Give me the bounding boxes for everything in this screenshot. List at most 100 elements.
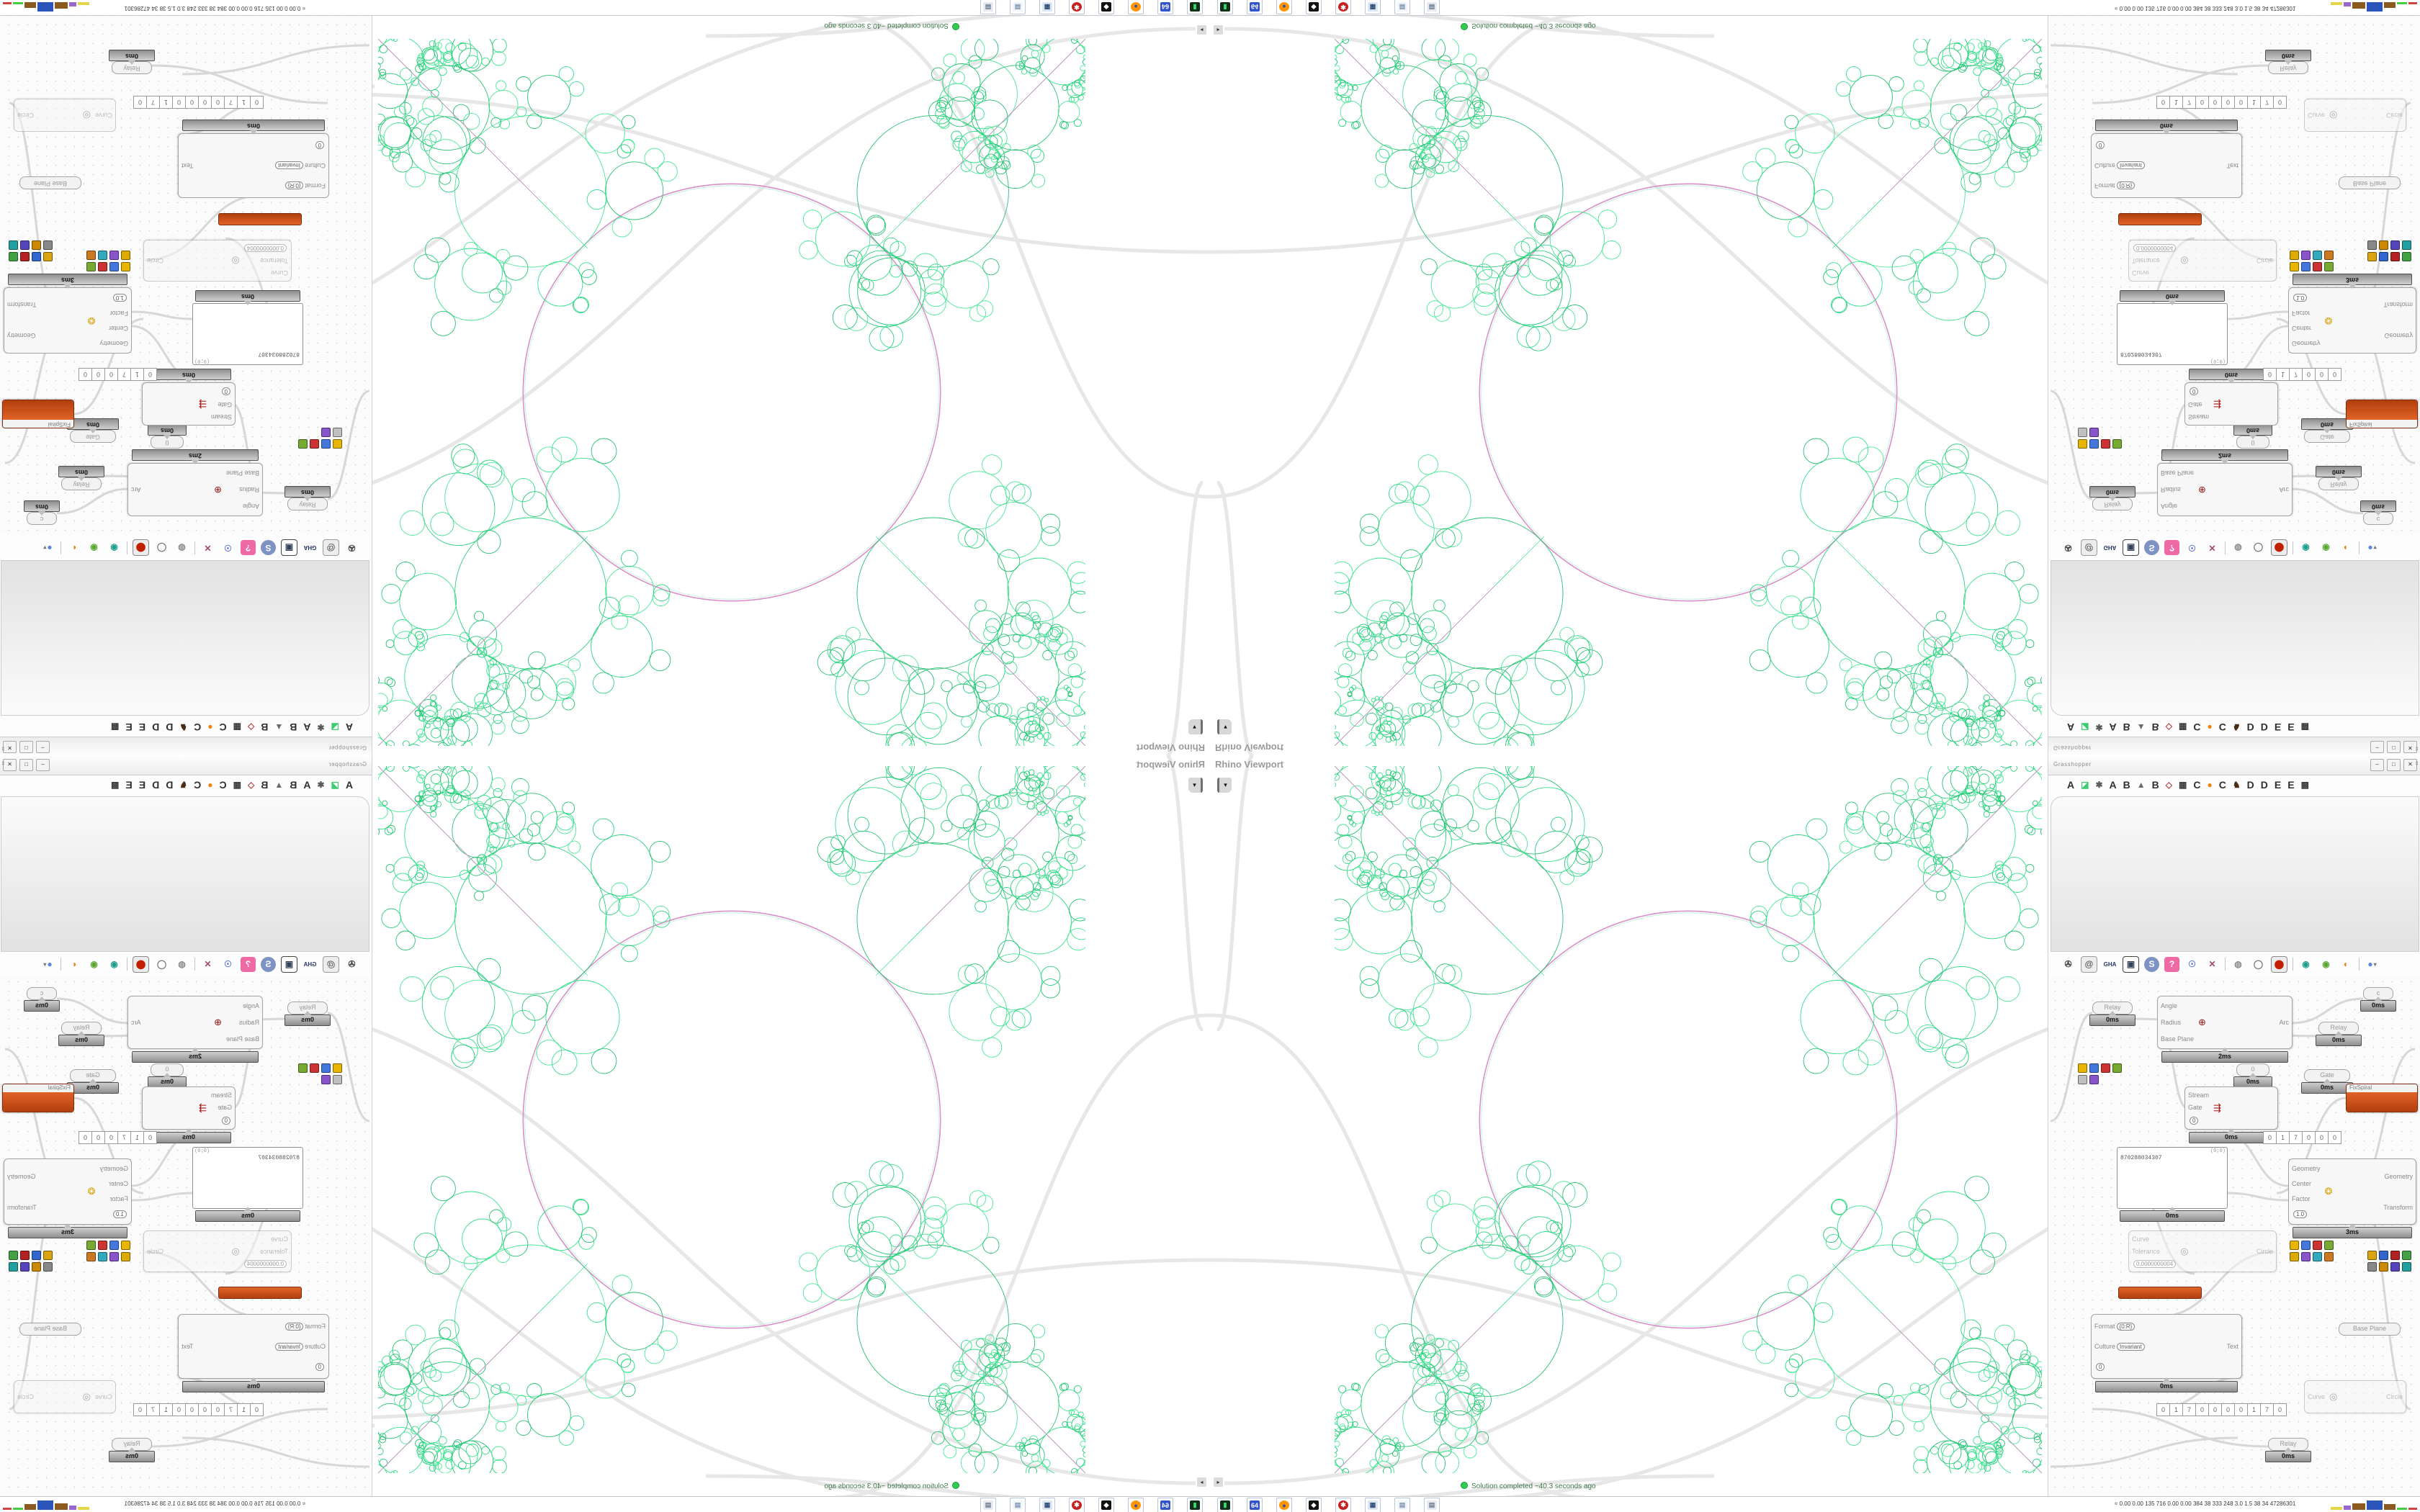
checker-icon[interactable]: ▩ bbox=[2300, 779, 2309, 790]
grid-icon[interactable]: ▦ bbox=[2179, 722, 2187, 733]
mini-component-icon[interactable] bbox=[32, 1251, 41, 1260]
rhino-viewport[interactable]: Rhino Viewport ▾ ▸ Solution completed ~4… bbox=[372, 16, 1210, 756]
component-tab-e-15[interactable]: E bbox=[2274, 778, 2282, 791]
output-param[interactable]: Arc bbox=[2279, 486, 2290, 493]
value-chip[interactable]: 0.0000000004 bbox=[2133, 1259, 2177, 1268]
mini-component-icon[interactable] bbox=[20, 1251, 30, 1260]
input-param[interactable]: Curve bbox=[94, 112, 112, 119]
mini-component-icon[interactable] bbox=[121, 1252, 130, 1261]
input-param[interactable]: Curve bbox=[2132, 269, 2150, 277]
viewport-corner-icon[interactable]: ▸ bbox=[1197, 1477, 1206, 1487]
red-gear-app-icon[interactable]: ✱ bbox=[1069, 0, 1085, 14]
component-node[interactable]: Geometry Center Factor 1.0 ❂ Geometry Transfor… bbox=[2288, 287, 2416, 354]
error-node[interactable]: FixSpiral bbox=[2, 1084, 74, 1112]
input-param[interactable]: Angle bbox=[242, 1002, 259, 1010]
bird-icon[interactable]: ♞ bbox=[2232, 722, 2241, 733]
value-chip[interactable]: 1.0 bbox=[2293, 1210, 2308, 1219]
component-tab-a-0[interactable]: A bbox=[2067, 778, 2075, 791]
input-param[interactable]: Base Plane bbox=[225, 1035, 259, 1043]
output-param[interactable]: Geometry bbox=[7, 1172, 36, 1180]
component-node[interactable]: Format{0:R} CultureInvariant 0 Text bbox=[178, 1314, 329, 1379]
output-param[interactable]: Circle bbox=[2385, 112, 2403, 119]
terminal-app-icon[interactable]: ▮ bbox=[1187, 1498, 1203, 1512]
mini-component-icon[interactable] bbox=[2290, 251, 2299, 260]
green-note-icon[interactable]: ◪ bbox=[331, 779, 339, 790]
bulb-icon[interactable]: ☉ bbox=[2188, 543, 2196, 553]
value-chip[interactable]: {0:R} bbox=[2116, 181, 2136, 190]
preview-off-icon[interactable]: ◍ bbox=[2234, 959, 2242, 969]
component-node[interactable]: Stream Gate 0 ⇶ bbox=[142, 1086, 236, 1130]
viewport-collapse-icon[interactable]: ▾ bbox=[1217, 778, 1232, 793]
input-param[interactable]: Tolerance bbox=[259, 1247, 288, 1255]
grid-icon[interactable]: ▦ bbox=[2179, 779, 2187, 790]
component-node[interactable]: Angle Radius Base Plane ⊕ Arc bbox=[2157, 463, 2293, 516]
input-param[interactable]: Stream bbox=[2188, 1091, 2210, 1099]
grid-icon[interactable]: ▦ bbox=[233, 722, 241, 733]
component-tab-a-0[interactable]: A bbox=[345, 721, 353, 734]
preview-shaded-icon[interactable]: ⬤ bbox=[2271, 955, 2287, 973]
calculator-app-icon[interactable]: ▦ bbox=[1365, 1498, 1381, 1512]
mini-component-icon[interactable] bbox=[310, 1063, 319, 1073]
value-chip[interactable]: 0 bbox=[2190, 1117, 2199, 1125]
value-chip[interactable]: 0.0000000004 bbox=[243, 1259, 287, 1268]
ball-orange-icon[interactable]: ◐ bbox=[2343, 543, 2349, 553]
input-param[interactable]: Radius bbox=[238, 486, 259, 494]
fancy-wires-icon[interactable]: ✕ bbox=[2208, 543, 2216, 553]
mountain-icon[interactable]: ▲ bbox=[274, 779, 284, 790]
error-node[interactable]: FixSpiral bbox=[2346, 1084, 2418, 1112]
ball-orange-icon[interactable]: ◐ bbox=[2343, 959, 2349, 969]
error-node[interactable]: FixSpiral bbox=[2, 400, 74, 428]
pin-green-icon[interactable]: ◉ bbox=[2322, 543, 2330, 553]
component-tab-d-13[interactable]: D bbox=[166, 778, 174, 791]
mini-component-icon[interactable] bbox=[86, 1252, 96, 1261]
input-param[interactable]: Tolerance bbox=[2132, 1247, 2161, 1255]
component-palette-panel[interactable] bbox=[1, 560, 369, 716]
component-tab-c-9[interactable]: C bbox=[219, 721, 227, 734]
camera-icon[interactable]: ✇ bbox=[348, 959, 356, 969]
terminal-app-icon[interactable]: ▮ bbox=[1217, 0, 1233, 14]
mini-component-icon[interactable] bbox=[2078, 1075, 2087, 1084]
component-tab-c-9[interactable]: C bbox=[2193, 721, 2201, 734]
component-node[interactable]: Geometry Center Factor 1.0 ❂ Geometry Transfor… bbox=[4, 1158, 132, 1225]
component-node[interactable]: Curve ◎ Circle bbox=[2304, 99, 2406, 132]
gha-loader-icon[interactable]: GHA bbox=[2103, 544, 2117, 552]
mini-component-icon[interactable] bbox=[2313, 262, 2322, 271]
mini-component-icon[interactable] bbox=[43, 240, 53, 250]
rhino-app-icon[interactable]: ◆ bbox=[1306, 0, 1322, 14]
sketch-at-icon[interactable]: @ bbox=[323, 539, 339, 557]
viewport-corner-icon[interactable]: ▸ bbox=[1214, 1477, 1223, 1487]
mini-component-icon[interactable] bbox=[321, 1075, 331, 1084]
input-param[interactable]: Geometry bbox=[2292, 340, 2321, 348]
sketch-at-icon[interactable]: @ bbox=[2081, 539, 2097, 557]
mini-component-icon[interactable] bbox=[2402, 240, 2411, 250]
component-node[interactable]: Curve Tolerance 0.0000000004 ◎ Circle bbox=[143, 1230, 292, 1272]
camera-icon[interactable]: ✇ bbox=[2064, 543, 2072, 553]
bulb-icon[interactable]: ☉ bbox=[224, 959, 232, 969]
input-param[interactable]: Curve bbox=[2132, 1235, 2150, 1243]
firefox-app-icon[interactable]: ● bbox=[1128, 1498, 1144, 1512]
mini-component-icon[interactable] bbox=[333, 1075, 342, 1084]
camera-icon[interactable]: ✇ bbox=[2064, 959, 2072, 969]
input-param[interactable]: Stream bbox=[210, 413, 232, 421]
mini-component-icon[interactable] bbox=[333, 439, 342, 449]
component-tab-b-6[interactable]: B bbox=[2151, 778, 2159, 791]
close-button[interactable]: ✕ bbox=[2403, 759, 2417, 771]
mini-component-icon[interactable] bbox=[2367, 240, 2377, 250]
pin-green-icon[interactable]: ◉ bbox=[2322, 959, 2330, 969]
input-param[interactable]: Factor bbox=[2292, 309, 2311, 317]
help-box-icon[interactable]: ? bbox=[2164, 540, 2179, 556]
checker-icon[interactable]: ▩ bbox=[111, 779, 120, 790]
ball-blue-icon[interactable]: ● ▾ bbox=[2367, 959, 2377, 969]
component-tab-e-15[interactable]: E bbox=[138, 721, 146, 734]
component-tab-a-3[interactable]: A bbox=[2109, 778, 2117, 791]
mini-component-icon[interactable] bbox=[9, 1262, 18, 1272]
input-param[interactable]: Angle bbox=[242, 502, 259, 510]
mini-component-icon[interactable] bbox=[2089, 1063, 2099, 1073]
input-param[interactable]: Gate bbox=[218, 400, 232, 408]
firefox-app-icon[interactable]: ● bbox=[1276, 1498, 1292, 1512]
component-tab-e-15[interactable]: E bbox=[2274, 721, 2282, 734]
